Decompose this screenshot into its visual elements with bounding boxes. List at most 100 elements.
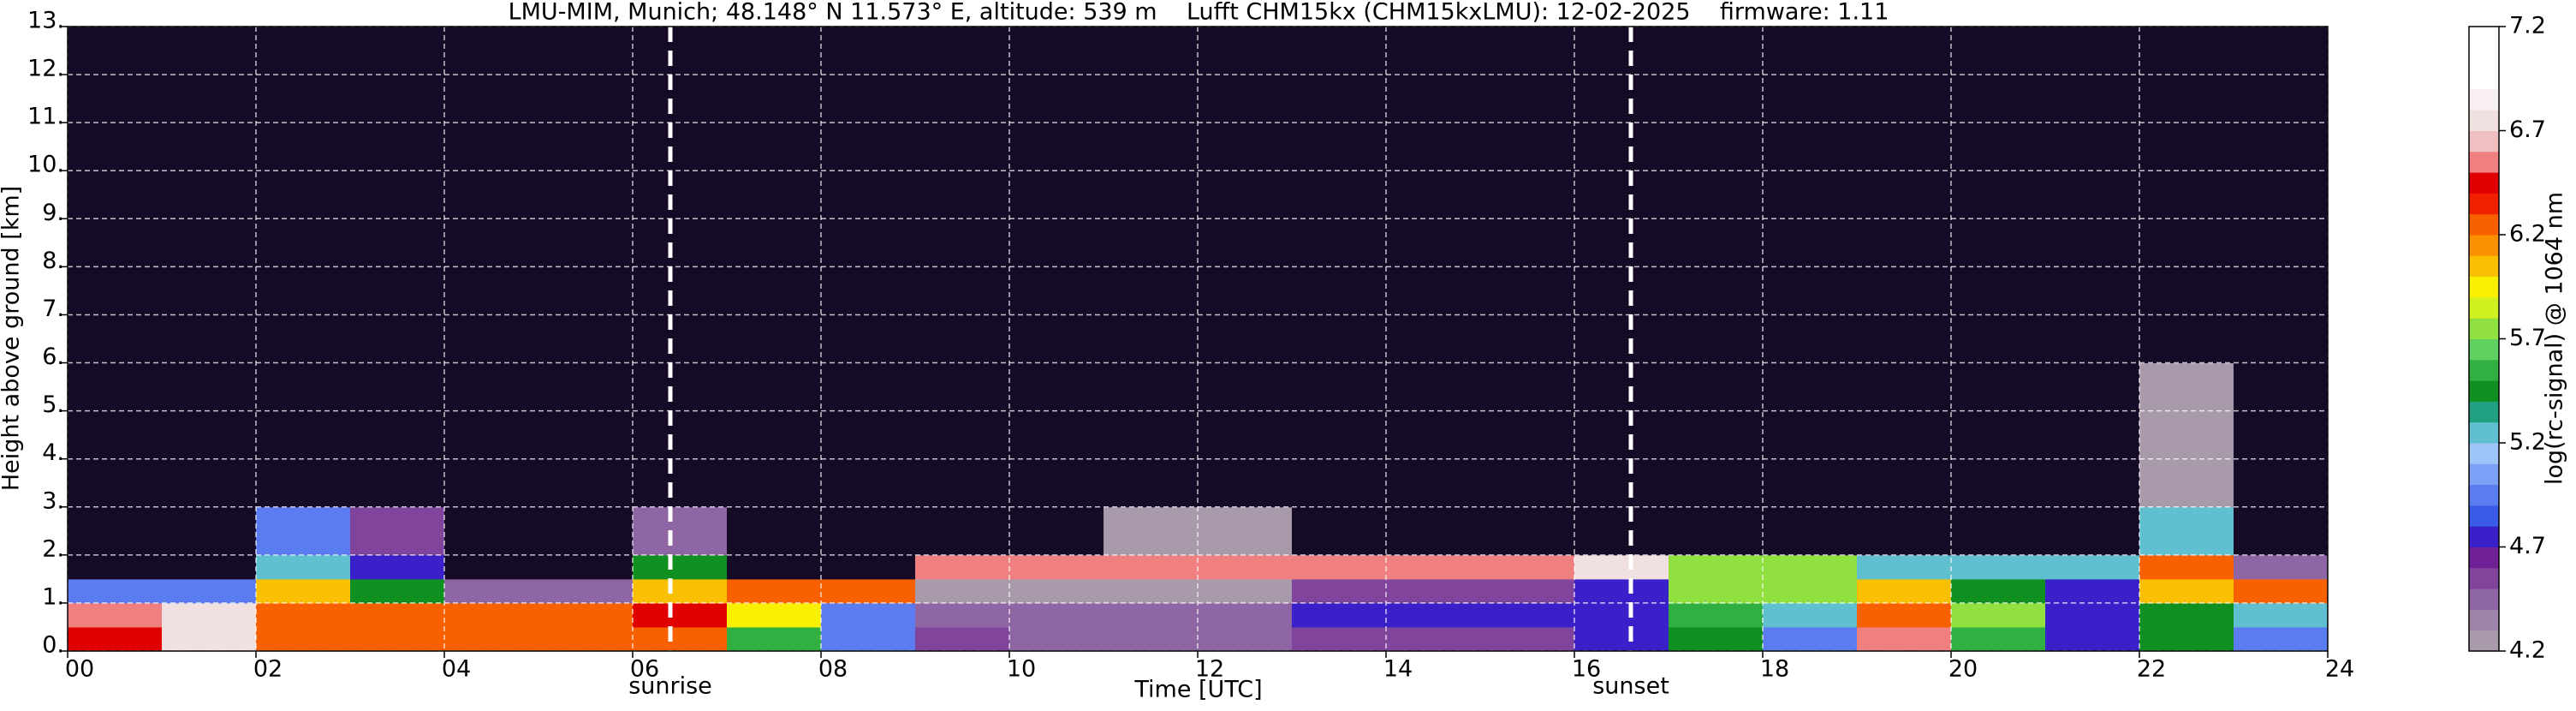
- heatmap-cell: [1951, 578, 2046, 604]
- heatmap-cell: [2045, 578, 2140, 604]
- x-tick-label: 24: [2325, 656, 2354, 683]
- colorbar-swatch: [2469, 296, 2499, 319]
- heatmap-cell: [1669, 362, 1764, 508]
- heatmap-cell: [68, 362, 163, 508]
- heatmap-cell: [1009, 362, 1104, 508]
- y-tick-label: 6.: [42, 344, 64, 370]
- x-tick-label: 16: [1572, 656, 1601, 683]
- heatmap-cell: [1292, 626, 1387, 652]
- colorbar-swatch: [2469, 380, 2499, 402]
- heatmap-cell: [68, 506, 163, 556]
- x-tick-label: 08: [818, 656, 848, 683]
- heatmap-cell: [256, 578, 351, 604]
- heatmap-cell: [1386, 554, 1481, 580]
- heatmap-cell: [1763, 626, 1858, 652]
- heatmap-cell: [1480, 506, 1575, 556]
- colorbar-swatch: [2469, 130, 2499, 152]
- heatmap-cell: [915, 602, 1010, 628]
- heatmap-cell: [1763, 362, 1858, 508]
- colorbar-swatch: [2469, 68, 2499, 90]
- heatmap-cell: [444, 362, 539, 508]
- heatmap-cell: [162, 578, 257, 604]
- y-tick-label: 3.: [42, 487, 64, 514]
- heatmap-cell: [68, 554, 163, 580]
- colorbar-swatch: [2469, 484, 2499, 506]
- heatmap-cell: [1104, 578, 1199, 604]
- heatmap-cell: [1198, 602, 1293, 628]
- heatmap-cell: [1763, 506, 1858, 556]
- plot-frame: [67, 26, 2329, 652]
- y-tick-label: 12.: [27, 56, 64, 82]
- x-tick-label: 18: [1760, 656, 1789, 683]
- colorbar-tick-label: 4.2: [2509, 637, 2546, 664]
- heatmap-cell: [1857, 602, 1952, 628]
- colorbar-tick-label: 6.2: [2509, 221, 2546, 248]
- heatmap-cell: [915, 626, 1010, 652]
- heatmap-cell: [1857, 27, 1952, 364]
- x-tick-label: 04: [442, 656, 471, 683]
- colorbar-swatch: [2469, 318, 2499, 339]
- heatmap-cell: [2234, 626, 2329, 652]
- colorbar-swatch: [2469, 589, 2499, 610]
- heatmap-cell: [1009, 602, 1104, 628]
- heatmap-cell: [1198, 27, 1293, 364]
- heatmap-cell: [727, 27, 822, 364]
- heatmap-cell: [1009, 626, 1104, 652]
- heatmap-cell: [1951, 27, 2046, 364]
- colorbar-swatch: [2469, 505, 2499, 527]
- heatmap-cell: [1292, 362, 1387, 508]
- heatmap-cell: [1480, 554, 1575, 580]
- heatmap-cell: [162, 27, 257, 364]
- colorbar-swatch: [2469, 338, 2499, 361]
- heatmap-cell: [2139, 602, 2234, 628]
- y-tick-label: 10.: [27, 152, 64, 178]
- heatmap-cell: [1386, 362, 1481, 508]
- heatmap-cell: [1009, 27, 1104, 364]
- heatmap-cell: [444, 626, 539, 652]
- heatmap-cell: [68, 602, 163, 628]
- colorbar-swatch: [2469, 213, 2499, 236]
- heatmap-cell: [1857, 578, 1952, 604]
- heatmap-cell: [1292, 554, 1387, 580]
- y-axis-label: Height above ground [km]: [0, 186, 25, 491]
- colorbar-swatch: [2469, 401, 2499, 423]
- x-tick-label: 10: [1007, 656, 1036, 683]
- colorbar-swatch: [2469, 151, 2499, 173]
- heatmap-cell: [2139, 362, 2234, 508]
- heatmap-cell: [1951, 602, 2046, 628]
- heatmap-cell: [1480, 27, 1575, 364]
- colorbar-label: log(rc-signal) @ 1064 nm: [2542, 192, 2568, 485]
- heatmap-cell: [727, 362, 822, 508]
- colorbar-tick-label: 4.7: [2509, 533, 2546, 559]
- heatmap-cell: [915, 506, 1010, 556]
- heatmap-cell: [1857, 554, 1952, 580]
- colorbar-swatch: [2469, 526, 2499, 547]
- heatmap-cell: [2234, 362, 2329, 508]
- heatmap-cell: [2139, 626, 2234, 652]
- heatmap-cell: [350, 602, 445, 628]
- heatmap-cell: [1574, 362, 1669, 508]
- heatmap-cell: [1763, 554, 1858, 580]
- heatmap-cell: [162, 626, 257, 652]
- heatmap-cell: [1574, 626, 1669, 652]
- heatmap-cell: [162, 362, 257, 508]
- heatmap-cell: [1669, 602, 1764, 628]
- x-tick-label: 00: [65, 656, 94, 683]
- heatmap-cell: [727, 506, 822, 556]
- heatmap-cell: [1480, 626, 1575, 652]
- heatmap-cell: [538, 362, 634, 508]
- heatmap-cell: [1951, 554, 2046, 580]
- heatmap-cell: [1763, 602, 1858, 628]
- annotation-label: sunset: [1592, 673, 1669, 700]
- x-axis-label: Time [UTC]: [1133, 677, 1262, 703]
- heatmap-cell: [821, 578, 916, 604]
- heatmap-cell: [538, 626, 634, 652]
- heatmap-cell: [633, 626, 728, 652]
- heatmap-cell: [1292, 506, 1387, 556]
- heatmap-cell: [633, 602, 728, 628]
- colorbar-swatch: [2469, 547, 2499, 569]
- heatmap-cell: [1480, 602, 1575, 628]
- x-tick-label: 22: [2137, 656, 2166, 683]
- heatmap-cell: [538, 506, 634, 556]
